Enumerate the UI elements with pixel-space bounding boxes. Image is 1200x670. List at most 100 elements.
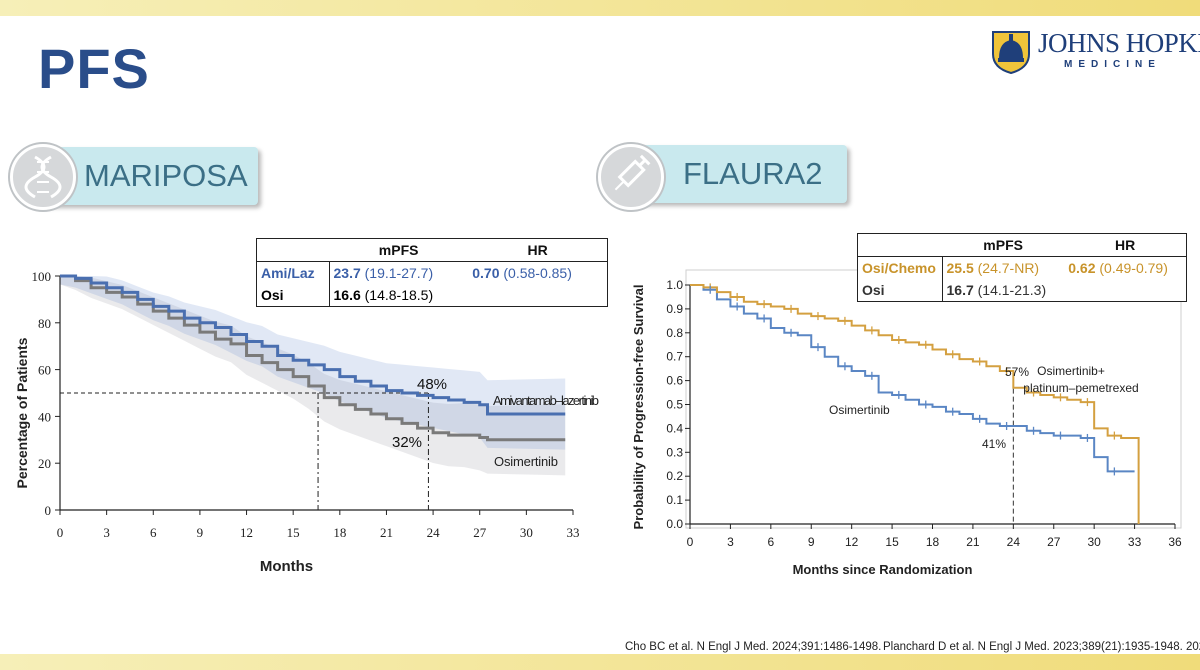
top-decor-band [0, 0, 1200, 16]
slide-title: PFS [38, 37, 150, 100]
osi-chemo-series-label-line2: platinum–pemetrexed [1023, 381, 1138, 395]
x-tick-label: 6 [150, 525, 157, 540]
x-tick-label: 0 [57, 525, 64, 540]
row-label: Osi/Chemo [857, 256, 943, 279]
x-tick-label: 12 [845, 535, 859, 549]
y-tick-label: 0 [45, 503, 52, 518]
y-tick-label: 0.9 [666, 302, 683, 316]
y-tick-label: 1.0 [666, 278, 683, 292]
mpfs-value: 16.6 [333, 287, 361, 303]
y-axis-label: Probability of Progression-free Survival [631, 285, 646, 530]
table-row: Osi 16.6 (14.8-18.5) [256, 284, 608, 307]
logo-name: JOHNS HOPKINS [1038, 28, 1200, 58]
osi-chemo-series-label-line1: Osimertinib+ [1037, 364, 1105, 378]
y-tick-label: 0.1 [666, 493, 683, 507]
x-tick-label: 33 [567, 525, 580, 540]
y-tick-label: 0.8 [666, 326, 683, 340]
mpfs-ci: (24.7-NR) [977, 260, 1040, 276]
annotation-32pct: 32% [392, 434, 422, 451]
y-tick-label: 0.2 [666, 469, 683, 483]
row-label: Ami/Laz [256, 261, 330, 284]
x-tick-label: 18 [333, 525, 346, 540]
table-row: Osi 16.7 (14.1-21.3) [857, 279, 1187, 302]
mariposa-table: mPFS HR Ami/Laz 23.7 (19.1-27.7) 0.70 (0… [256, 238, 608, 307]
johns-hopkins-logo: JOHNS HOPKINS MEDICINE [990, 28, 1200, 78]
row-label: Osi [256, 284, 330, 307]
x-tick-label: 30 [1087, 535, 1101, 549]
x-tick-label: 15 [885, 535, 899, 549]
y-tick-label: 100 [32, 269, 52, 284]
table-header-hr: HR [1064, 233, 1187, 257]
dome-shield-icon [992, 31, 1030, 75]
flaura2-label-text: FLAURA2 [683, 156, 823, 191]
mariposa-label: MARIPOSA [38, 147, 258, 205]
y-tick-label: 0.0 [666, 517, 683, 531]
y-tick-label: 60 [38, 363, 51, 378]
x-tick-label: 30 [520, 525, 533, 540]
x-tick-label: 3 [103, 525, 110, 540]
hr-value: 0.62 [1068, 260, 1096, 276]
x-tick-label: 9 [197, 525, 204, 540]
x-tick-label: 27 [1047, 535, 1061, 549]
y-tick-label: 80 [38, 316, 51, 331]
hr-ci: (0.58-0.85) [503, 265, 572, 281]
table-row: Osi/Chemo 25.5 (24.7-NR) 0.62 (0.49-0.79… [857, 256, 1187, 279]
x-tick-label: 3 [727, 535, 734, 549]
x-tick-label: 18 [926, 535, 940, 549]
osimertinib-series-label: Osimertinib [829, 403, 890, 417]
x-tick-label: 0 [687, 535, 694, 549]
amivantamab-line [60, 274, 566, 416]
y-tick-label: 0.7 [666, 350, 683, 364]
x-tick-label: 24 [1007, 535, 1021, 549]
y-tick-label: 0.4 [666, 421, 683, 435]
row-label: Osi [857, 279, 943, 302]
flaura2-table: mPFS HR Osi/Chemo 25.5 (24.7-NR) 0.62 (0… [857, 233, 1187, 302]
y-tick-label: 0.3 [666, 445, 683, 459]
x-tick-label: 27 [473, 525, 487, 540]
mpfs-value: 25.5 [946, 260, 974, 276]
x-tick-label: 21 [380, 525, 393, 540]
mpfs-ci: (14.1-21.3) [977, 282, 1047, 298]
table-header-mpfs: mPFS [329, 238, 469, 262]
x-tick-label: 12 [240, 525, 253, 540]
mpfs-value: 23.7 [333, 265, 361, 281]
x-tick-label: 33 [1128, 535, 1142, 549]
plot-frame [685, 269, 1182, 529]
hr-ci: (0.49-0.79) [1099, 260, 1168, 276]
bottom-decor-band [0, 654, 1200, 670]
mpfs-ci: (14.8-18.5) [364, 287, 434, 303]
x-tick-label: 9 [808, 535, 815, 549]
y-tick-label: 20 [38, 456, 51, 471]
dna-helix-icon [10, 144, 76, 210]
x-tick-label: 15 [287, 525, 300, 540]
x-axis-label: Months [260, 558, 313, 575]
y-tick-label: 0.5 [666, 398, 683, 412]
table-header-mpfs: mPFS [942, 233, 1065, 257]
y-axis-label: Percentage of Patients [14, 337, 30, 488]
annotation-48pct: 48% [417, 376, 447, 393]
x-axis-label: Months since Randomization [793, 562, 973, 577]
syringe-icon [598, 144, 664, 210]
footnote-mariposa: Cho BC et al. N Engl J Med. 2024;391:148… [625, 641, 882, 653]
table-row: Ami/Laz 23.7 (19.1-27.7) 0.70 (0.58-0.85… [256, 261, 608, 284]
mariposa-label-text: MARIPOSA [84, 158, 248, 193]
y-tick-label: 40 [38, 409, 51, 424]
annotation-41pct: 41% [982, 437, 1006, 451]
table-header-hr: HR [468, 238, 608, 262]
osimertinib-series-label: Osimertinib [494, 454, 558, 469]
annotation-57pct: 57% [1005, 365, 1029, 379]
mpfs-ci: (19.1-27.7) [364, 265, 434, 281]
amivantamab-series-label: Amivantamab–lazertinib [493, 393, 599, 408]
y-tick-label: 0.6 [666, 374, 683, 388]
x-tick-label: 24 [427, 525, 441, 540]
footnote-flaura2: Planchard D et al. N Engl J Med. 2023;38… [883, 641, 1200, 653]
x-tick-label: 36 [1168, 535, 1182, 549]
osi-chemo-line [690, 284, 1140, 524]
mpfs-value: 16.7 [946, 282, 974, 298]
hr-value: 0.70 [472, 265, 500, 281]
x-tick-label: 6 [767, 535, 774, 549]
osimertinib-line [690, 284, 1135, 473]
logo-subtitle: MEDICINE [1064, 59, 1161, 70]
